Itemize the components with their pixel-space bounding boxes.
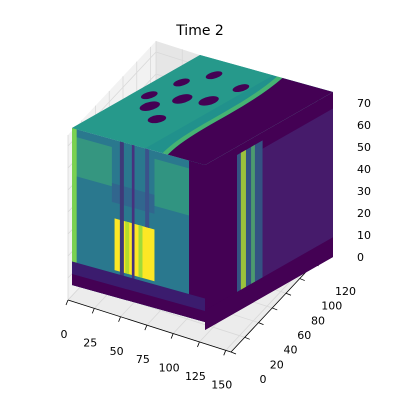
y-tick-label: 100 [321,300,342,313]
z-tick-label: 30 [357,185,371,198]
x-axis [67,299,232,353]
tick-mark [223,350,227,356]
top-face [72,55,333,165]
y-tick-label: 60 [297,329,311,342]
tick-mark [285,292,292,296]
x-tick-label: 75 [136,353,150,366]
tick-mark [170,333,174,339]
y-tick-label: 40 [284,344,298,357]
z-tick-label: 10 [357,229,371,242]
x-tick-label: 50 [110,345,124,358]
x-tick-label: 25 [83,336,97,349]
x-tick-label: 100 [159,362,180,375]
tick-mark [65,299,69,306]
y-tick-label: 0 [260,373,267,386]
tick-mark [118,316,121,322]
tick-mark [230,351,237,355]
x-tick-label: 0 [61,328,68,341]
y-tick-label: 120 [335,285,356,298]
x-tick-label: 150 [211,378,232,391]
volume [72,55,333,330]
z-tick-label: 50 [357,141,371,154]
tick-mark [197,341,200,348]
z-tick-label: 60 [357,119,371,132]
front-face [72,128,205,323]
z-tick-label: 0 [357,251,364,264]
z-tick-label: 40 [357,163,371,176]
tick-mark [299,278,305,281]
z-tick-label: 70 [357,97,371,110]
tick-mark [244,336,250,340]
y-tick-label: 20 [270,358,284,371]
x-tick-label: 125 [185,370,206,383]
z-tick-label: 20 [357,207,371,220]
tick-mark [144,325,148,331]
right-face [205,92,333,330]
chart-title: Time 2 [175,23,224,39]
tick-mark [272,307,278,311]
y-tick-label: 80 [311,314,325,327]
tick-mark [258,322,264,325]
tick-mark [91,308,95,314]
y-axis [230,257,320,353]
